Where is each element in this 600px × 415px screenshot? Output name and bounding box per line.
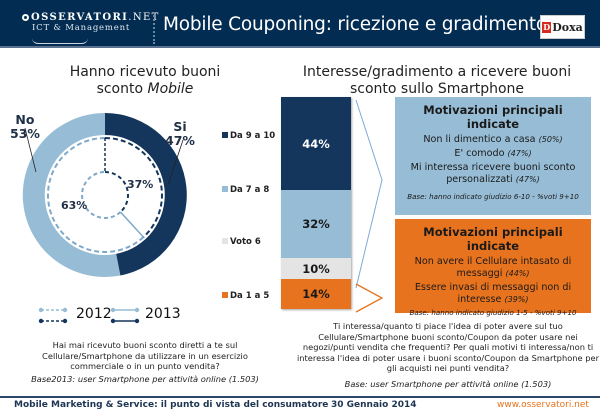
legend-label: Da 7 a 8 [230, 185, 270, 195]
legend-label: Voto 6 [230, 237, 261, 247]
title-italic: Mobile [147, 81, 194, 97]
legend-swatch [222, 186, 228, 192]
item-pct: (39%) [504, 295, 529, 304]
legend-swatch [222, 132, 228, 138]
legend-2013-label: 2013 [145, 306, 181, 322]
legend-voto-6: Voto 6 [222, 237, 261, 247]
bar-seg-da-9-a-10: 44% [281, 97, 351, 190]
label-no-pct: 53% [10, 126, 40, 141]
header-divider [153, 12, 155, 44]
item-pct: (47%) [515, 175, 540, 184]
bracket-connectors [355, 99, 384, 313]
box-heading: Motivazioni principali indicate [423, 225, 563, 253]
stacked-bar-title: Interesse/gradimento a ricevere buoni sc… [302, 64, 572, 97]
label-2012-yes: 37% [127, 178, 154, 191]
ring-2012-outer-si [104, 137, 163, 238]
item-text: Non avere il Cellulare intasato di messa… [414, 256, 572, 279]
bar-seg-da-7-a-8: 32% [281, 190, 351, 258]
motivation-item: Non li dimentico a casa (50%) [401, 134, 585, 146]
item-pct: (44%) [505, 269, 530, 278]
footer-url-link[interactable]: www.osservatori.net [497, 400, 589, 410]
box-base-note: Base: hanno indicato giudizio 1-5 - %vot… [409, 308, 577, 317]
right-question: Ti interessa/quanto ti piace l'idea di p… [296, 321, 600, 373]
label-si-text: Si [173, 119, 187, 134]
label-no: No 53% [10, 113, 40, 141]
leader-si [167, 139, 184, 186]
footer-event-title: Mobile Marketing & Service: il punto di … [14, 400, 329, 410]
legend-2012-label: 2012 [76, 306, 112, 322]
label-si-pct: 47% [165, 133, 195, 148]
legend-2013-marker [110, 307, 140, 324]
donut-outer-no [22, 112, 121, 277]
doxa-logo: D Doxa [540, 15, 585, 39]
item-pct: (50%) [538, 135, 563, 144]
footer-date: 30 Gennaio 2014 [331, 400, 417, 410]
ring-2012-outer-no [47, 137, 145, 253]
left-question: Hai mai ricevuto buoni sconto diretti a … [42, 340, 248, 371]
page-title: Mobile Couponing: ricezione e gradimento [163, 14, 548, 35]
item-text: Mi interessa ricevere buoni sconto perso… [410, 162, 576, 185]
motivation-item: E' comodo (47%) [401, 148, 585, 160]
header-bar: OSSERVATORI.NET ICT & Management Mobile … [0, 0, 600, 48]
label-no-text: No [15, 112, 35, 127]
negative-motivations-box: Motivazioni principali indicate Non aver… [395, 219, 591, 317]
legend-swatch [222, 238, 228, 244]
motivation-item: Mi interessa ricevere buoni sconto perso… [401, 162, 585, 186]
legend-da-7-a-8: Da 7 a 8 [222, 185, 269, 195]
osservatori-logo: OSSERVATORI.NET ICT & Management [22, 12, 160, 44]
legend-swatch [222, 292, 228, 298]
logo-text: OSSERVATORI [31, 12, 129, 23]
donut-chart [22, 112, 187, 277]
doxa-mark-icon: D [542, 21, 552, 33]
donut-chart-title: Hanno ricevuto buoni sconto Mobile [20, 64, 270, 98]
legend-da-9-a-10: Da 9 a 10 [222, 131, 275, 141]
motivation-item: Non avere il Cellulare intasato di messa… [401, 256, 585, 280]
right-base-note: Base: user Smartphone per attività onlin… [344, 379, 552, 389]
donut-outer-si [105, 113, 187, 276]
item-text: Non li dimentico a casa [423, 134, 536, 145]
box-base-note: Base: hanno indicato giudizio 6-10 - %vo… [407, 192, 579, 201]
ring-2012-inner-no [81, 171, 122, 219]
ring-2012-inner-si [104, 171, 129, 213]
label-si: Si 47% [165, 120, 195, 148]
legend-2012-marker [38, 307, 68, 324]
title-line-1: Hanno ricevuto buoni [69, 64, 221, 80]
leader-no [24, 127, 37, 173]
legend-da-1-a-5: Da 1 a 5 [222, 291, 269, 301]
item-text: Essere invasi di messaggi non di interes… [414, 282, 572, 305]
key-icon [22, 14, 29, 21]
motivation-item: Essere invasi di messaggi non di interes… [401, 282, 585, 306]
logo-swoosh [32, 38, 88, 44]
doxa-text: Doxa [552, 20, 583, 34]
legend-label: Da 1 a 5 [230, 291, 270, 301]
left-base-note: Base2013: user Smartphone per attività o… [31, 374, 259, 384]
bar-seg-voto-6: 10% [281, 258, 351, 279]
item-text: E' comodo [454, 148, 505, 159]
positive-motivations-box: Motivazioni principali indicate Non li d… [395, 97, 591, 215]
box-heading: Motivazioni principali indicate [423, 103, 563, 131]
bar-seg-da-1-a-5: 14% [281, 279, 351, 309]
stacked-bar: 44% 32% 10% 14% [281, 97, 351, 309]
ring-2012-spoke-bottom [119, 211, 144, 238]
logo-subtitle: ICT & Management [32, 23, 131, 33]
legend-label: Da 9 a 10 [230, 131, 276, 141]
title-plain: sconto [96, 81, 148, 97]
item-pct: (47%) [507, 149, 532, 158]
title-line-2: sconto Mobile [20, 81, 270, 98]
label-2012-no: 63% [61, 199, 88, 212]
logo-suffix: .NET [128, 12, 160, 23]
footer-divider [0, 396, 600, 398]
